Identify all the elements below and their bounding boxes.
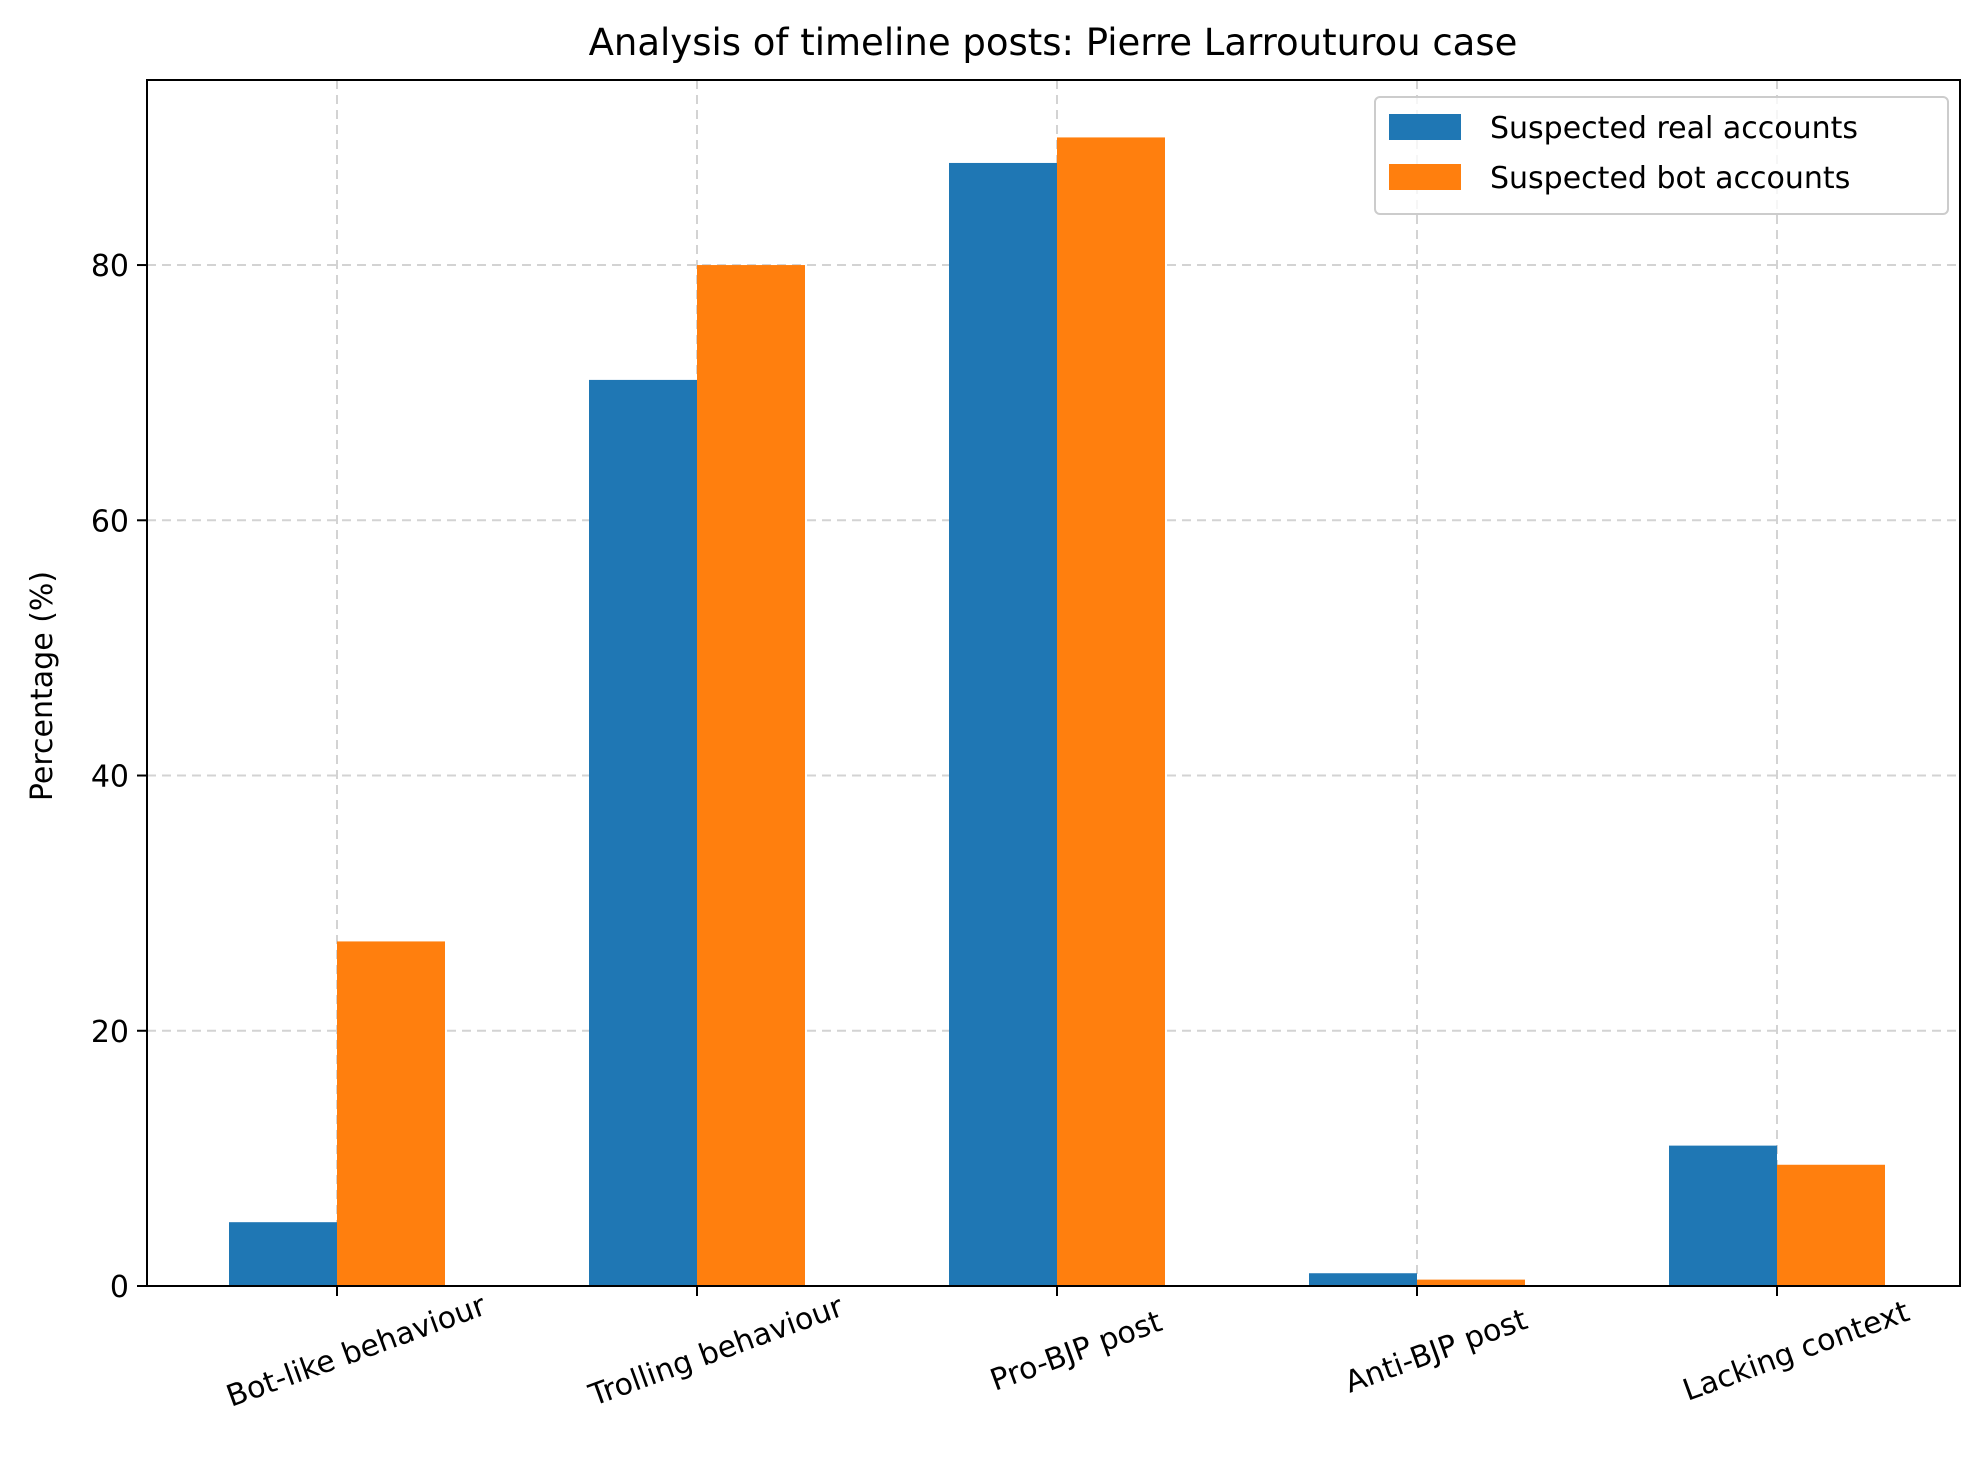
x-tick-label: Anti-BJP post [1340,1302,1532,1400]
legend-label: Suspected real accounts [1490,111,1858,146]
y-tick-label: 60 [91,504,129,539]
legend-swatch [1389,164,1461,190]
y-tick-label: 40 [91,760,129,795]
bar [589,379,697,1286]
bars [229,137,1885,1286]
legend: Suspected real accounts Suspected bot acc… [1374,96,1949,215]
y-tick-label: 20 [91,1015,129,1050]
x-tick-label: Bot-like behaviour [222,1288,491,1415]
bar [1057,137,1165,1286]
plot-frame [146,79,1961,1287]
bar [697,265,805,1286]
bar [949,162,1057,1286]
y-axis-label: Percentage (%) [25,571,60,801]
bar [229,1222,337,1286]
bar [337,941,445,1286]
bar [1417,1279,1525,1286]
x-tick-label: Pro-BJP post [986,1304,1167,1398]
bar [1669,1145,1777,1286]
legend-box [1374,96,1949,215]
y-tick-label: 80 [91,249,129,284]
x-tick-label: Trolling behaviour [584,1289,849,1414]
legend-label: Suspected bot accounts [1490,161,1850,196]
legend-swatch [1389,114,1461,140]
bar [1309,1273,1417,1286]
chart-title: Analysis of timeline posts: Pierre Larro… [589,21,1518,64]
x-tick-label: Lacking context [1678,1294,1914,1408]
bar [1777,1164,1885,1286]
y-tick-label: 0 [110,1270,129,1305]
